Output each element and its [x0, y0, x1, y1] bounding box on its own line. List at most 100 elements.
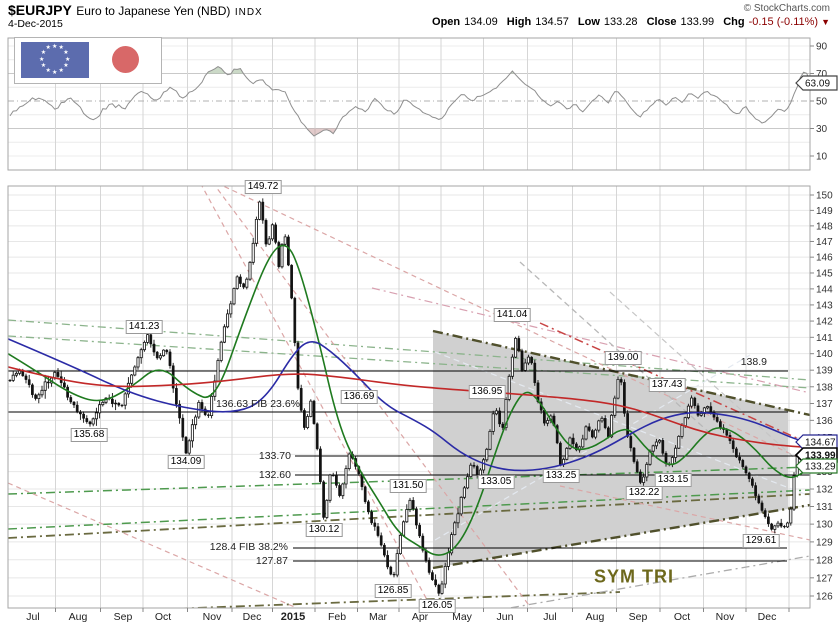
trendline-olive-channel-2: [170, 591, 621, 608]
ohlc-quote-line: Open 134.09 High 134.57 Low 133.28 Close 133.99…: [423, 16, 830, 28]
level-label: 128.4 FIB 38.2%: [209, 541, 288, 553]
svg-text:134.67: 134.67: [805, 438, 836, 449]
x-axis-month-label: Oct: [155, 611, 171, 623]
exchange-label: INDX: [234, 7, 263, 18]
trendline-pink-fan-1: [201, 186, 433, 608]
eu-star-icon: ★: [52, 69, 58, 76]
rsi-value-tag: [795, 75, 838, 91]
flags-panel: ★ ★ ★ ★ ★ ★ ★ ★ ★ ★ ★ ★: [14, 37, 162, 84]
quote-value-close: 133.99: [680, 16, 715, 28]
price-annotation: 129.61: [742, 534, 780, 548]
eu-star-icon: ★: [58, 67, 64, 74]
x-axis-month-label: Feb: [328, 611, 346, 623]
price-annotation: 141.04: [493, 308, 531, 322]
price-annotation: 141.23: [125, 320, 163, 334]
price-annotation: 133.15: [654, 473, 692, 487]
level-label: 132.60: [258, 469, 291, 481]
japan-flag-icon: [93, 42, 157, 78]
x-axis-month-label: Dec: [243, 611, 262, 623]
y-axis-label: 146: [816, 253, 833, 264]
quote-value-low: 133.28: [603, 16, 638, 28]
rsi-overbought-fill: [207, 66, 807, 74]
x-axis-month-label: Sep: [629, 611, 648, 623]
x-axis-month-label: Sep: [114, 611, 133, 623]
y-axis-label: 132: [816, 485, 833, 496]
eu-star-icon: ★: [63, 50, 69, 56]
trendline-gray-steep-2: [609, 291, 810, 473]
x-axis-month-label: Mar: [369, 611, 388, 623]
svg-text:90: 90: [816, 42, 828, 53]
y-axis-label: 131: [816, 502, 833, 513]
y-axis-label: 129: [816, 537, 833, 548]
symbol: $EURJPY: [8, 2, 72, 18]
sym-tri-upper-border: [432, 329, 810, 417]
y-axis-label: 145: [816, 268, 833, 279]
y-axis-label: 141: [816, 333, 833, 344]
price-panel-border: [7, 185, 811, 609]
y-axis-label: 137: [816, 399, 833, 410]
y-axis-label: 126: [816, 592, 833, 603]
price-annotation: 133.25: [542, 469, 580, 483]
level-label: 127.87: [255, 555, 288, 567]
price-tag-134.67: [795, 434, 838, 450]
svg-text:50: 50: [816, 97, 828, 108]
level-label: 136.63 FIB 23.6%: [215, 398, 300, 410]
svg-text:133.29: 133.29: [805, 462, 836, 473]
price-annotation: 136.69: [340, 390, 378, 404]
x-axis-month-label: Jun: [497, 611, 514, 623]
y-axis-label: 138: [816, 382, 833, 393]
quote-value-open: 134.09: [464, 16, 498, 28]
change-down-icon: ▼: [821, 17, 830, 27]
price-annotation: 139.00: [604, 351, 642, 365]
y-axis-label: 128: [816, 555, 833, 566]
x-axis-month-label: Oct: [674, 611, 690, 623]
quote-label-open: Open: [432, 16, 461, 28]
price-annotation: 134.09: [167, 455, 205, 469]
trendline-olive-channel-1: [8, 493, 810, 539]
price-annotation: 130.12: [305, 523, 343, 537]
ma-medium-blue: [8, 338, 810, 472]
eu-star-icon: ★: [63, 63, 69, 69]
trendline-green-resistance-1: [8, 319, 810, 381]
level-label: 133.70: [258, 450, 291, 462]
eu-star-icon: ★: [52, 43, 58, 50]
eu-star-icon: ★: [40, 63, 47, 69]
price-annotation: 135.68: [70, 428, 108, 442]
x-axis-month-label: Nov: [203, 611, 222, 623]
x-axis-month-label: Apr: [412, 611, 429, 623]
sym-tri-fill: [433, 331, 788, 568]
x-axis-month-label: Jul: [26, 611, 39, 623]
copyright: © StockCharts.com: [743, 3, 830, 14]
x-axis-month-label: Jul: [543, 611, 556, 623]
pattern-label: SYM TRI: [593, 566, 675, 587]
y-axis-label: 144: [816, 284, 833, 295]
chart-header: $EURJPY Euro to Japanese Yen (NBD) INDX: [8, 2, 263, 20]
price-annotation: 126.05: [418, 599, 456, 613]
trendline-white-inner-1: [434, 351, 810, 497]
trendline-pink-fan-2: [214, 186, 532, 608]
price-annotation: 149.72: [244, 180, 282, 194]
trendline-pink-left: [8, 482, 299, 608]
quote-value-chg: -0.15 (-0.11%): [748, 16, 819, 28]
price-tag-133.29: [795, 458, 838, 474]
eu-star-icon: ★: [45, 67, 51, 74]
svg-text:10: 10: [816, 152, 828, 163]
price-annotation: 136.95: [468, 385, 506, 399]
level-label: 138.9: [740, 356, 767, 368]
eu-star-icon: ★: [40, 50, 47, 56]
price-annotation: 126.85: [374, 584, 412, 598]
y-axis-label: 140: [816, 349, 833, 360]
svg-text:133.99: 133.99: [805, 451, 836, 462]
chart-title: Euro to Japanese Yen (NBD): [76, 4, 231, 18]
eu-star-icon: ★: [65, 56, 71, 63]
quote-value-high: 134.57: [535, 16, 569, 28]
y-axis-label: 136: [816, 416, 833, 427]
trendline-pink-dashdot: [371, 287, 810, 394]
price-annotation: 133.05: [477, 475, 515, 489]
x-axis-month-label: Aug: [69, 611, 88, 623]
svg-text:70: 70: [816, 69, 828, 80]
eu-flag-icon: ★ ★ ★ ★ ★ ★ ★ ★ ★ ★ ★ ★: [21, 42, 89, 78]
eu-star-icon: ★: [45, 45, 51, 52]
